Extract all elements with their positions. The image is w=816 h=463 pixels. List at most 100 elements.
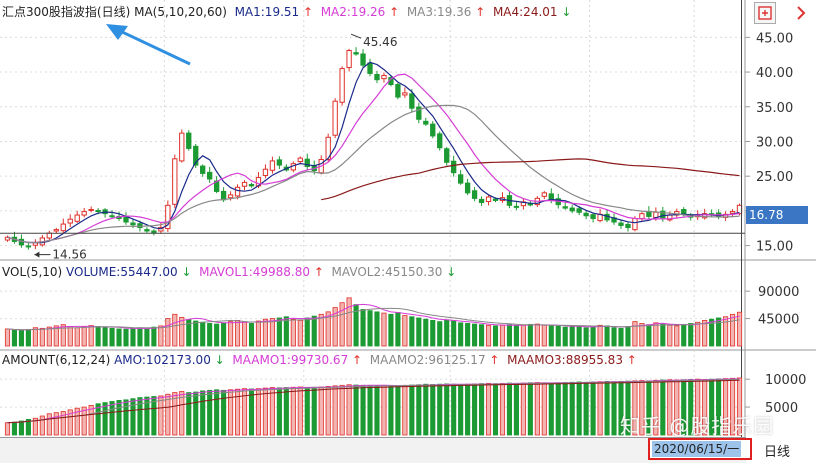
volume-bar	[423, 318, 429, 347]
low-label: 14.56	[52, 248, 86, 262]
candle	[248, 184, 255, 187]
amount-bar	[297, 386, 303, 436]
volume-bar	[534, 323, 540, 347]
low-marker-arrowhead	[34, 251, 40, 258]
amount-bar	[102, 402, 108, 436]
volume-bar	[723, 316, 729, 347]
amount-bar	[88, 405, 94, 436]
amount-bar	[109, 401, 115, 436]
amount-bar	[116, 399, 122, 436]
time-axis[interactable]	[0, 437, 746, 463]
volume-bar	[311, 315, 317, 347]
amount-bar	[499, 382, 506, 436]
candle	[660, 210, 666, 219]
high-marker	[350, 33, 362, 39]
amount-bar	[290, 386, 296, 436]
amount-bar	[269, 387, 275, 436]
candle	[381, 75, 387, 80]
candle	[32, 242, 39, 246]
volume-bar	[472, 323, 478, 347]
amount-bar	[234, 388, 241, 436]
volume-bar	[186, 319, 192, 347]
candle	[109, 215, 115, 218]
candle	[165, 204, 171, 230]
volume-bar	[639, 323, 645, 347]
volume-bar	[367, 310, 373, 347]
amount-tick-label: 10000	[765, 373, 806, 388]
volume-tick-label: 45000	[758, 313, 799, 328]
candle	[632, 218, 638, 231]
amount-bar	[276, 387, 282, 436]
maamo1-trend-icon: ↑	[352, 353, 363, 367]
volume-bar	[409, 316, 415, 347]
amount-bar	[304, 387, 310, 436]
amount-bar	[346, 384, 352, 436]
volume-bar	[569, 326, 575, 347]
ma-line	[7, 73, 740, 244]
amount-bar	[458, 384, 464, 436]
maamo2-value: MAAMO2:96125.17	[369, 353, 486, 367]
volume-bar	[276, 317, 282, 347]
candle	[402, 92, 408, 96]
volume-bar	[458, 322, 464, 347]
maamo2-trend-icon: ↑	[489, 353, 500, 367]
volume-bar	[583, 327, 589, 347]
amount-bar	[214, 389, 220, 436]
volume-bar	[395, 312, 401, 347]
amo-trend-icon: ↓	[214, 353, 225, 367]
volume-ma-line	[7, 307, 740, 331]
volume-bar	[388, 313, 394, 347]
amount-bar	[520, 382, 526, 436]
candle	[325, 136, 331, 161]
ma3-value: MA3:19.36	[406, 5, 472, 19]
period-selector[interactable]: 日线	[764, 445, 791, 460]
candle	[374, 73, 380, 81]
amount-bar	[81, 406, 87, 436]
volume-bar	[81, 326, 87, 347]
volume-bar	[95, 326, 101, 347]
volume-bar	[625, 326, 631, 347]
amount-bar	[583, 381, 589, 436]
amount-bar	[283, 387, 289, 436]
amount-bar	[137, 397, 143, 436]
ma-line	[7, 104, 740, 244]
volume-bar	[590, 326, 596, 347]
candle	[527, 203, 534, 206]
volume-bar	[339, 302, 345, 347]
candle	[207, 171, 213, 180]
amount-bar	[555, 382, 561, 436]
collapse-panel-button[interactable]	[790, 2, 812, 24]
volume-bar	[465, 323, 471, 347]
volume-bar	[4, 328, 11, 347]
candle	[416, 106, 422, 120]
amount-bar	[221, 389, 227, 436]
volume-bar	[513, 325, 519, 347]
amount-bar	[423, 383, 429, 436]
candle	[485, 196, 492, 203]
volume-bar	[60, 324, 66, 347]
candle	[625, 223, 631, 229]
volume-bar	[688, 323, 694, 347]
volume-bar	[618, 327, 624, 347]
volume-bar	[325, 311, 331, 347]
amount-bar	[736, 377, 743, 436]
volume-bar	[709, 318, 715, 347]
volume-bar	[527, 323, 533, 347]
volume-bar	[88, 325, 94, 347]
amount-bar	[492, 383, 499, 436]
volume-bar	[485, 324, 492, 347]
volume-bar	[604, 325, 610, 347]
amount-bar	[479, 383, 485, 436]
volume-bar	[653, 322, 659, 347]
candle	[144, 229, 150, 232]
amount-ma-line	[7, 378, 740, 424]
restore-window-button[interactable]	[754, 2, 776, 24]
volume-bar	[541, 324, 547, 347]
callout-arrow-icon	[106, 24, 128, 40]
amount-bar	[74, 407, 80, 436]
amount-bar	[353, 384, 359, 436]
volume-bar	[506, 324, 513, 347]
amount-bar	[228, 389, 234, 436]
